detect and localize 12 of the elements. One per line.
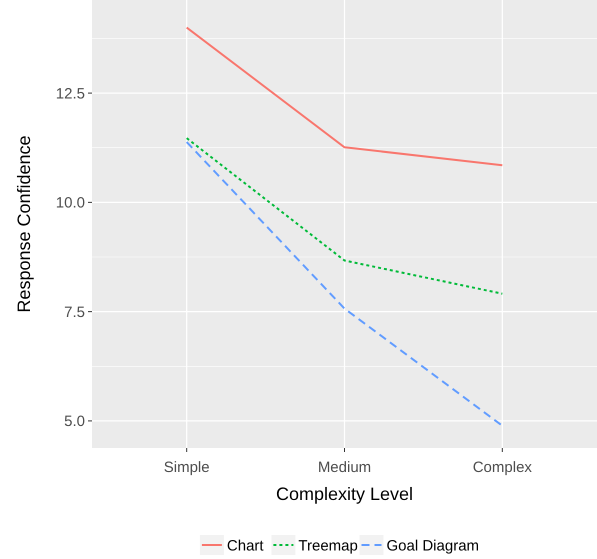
legend-label: Chart <box>226 537 264 554</box>
y-tick-label: 7.5 <box>64 304 85 321</box>
legend-label: Treemap <box>298 537 358 554</box>
x-axis-title: Complexity Level <box>276 484 414 504</box>
y-tick-label: 12.5 <box>56 85 85 102</box>
y-axis-title: Response Confidence <box>14 135 34 313</box>
x-tick-label: Medium <box>318 459 372 476</box>
y-tick-label: 5.0 <box>64 413 85 430</box>
y-tick-label: 10.0 <box>56 194 85 212</box>
x-tick-label: Complex <box>472 459 532 476</box>
x-tick-label: Simple <box>164 459 210 476</box>
legend-label: Goal Diagram <box>386 537 480 554</box>
